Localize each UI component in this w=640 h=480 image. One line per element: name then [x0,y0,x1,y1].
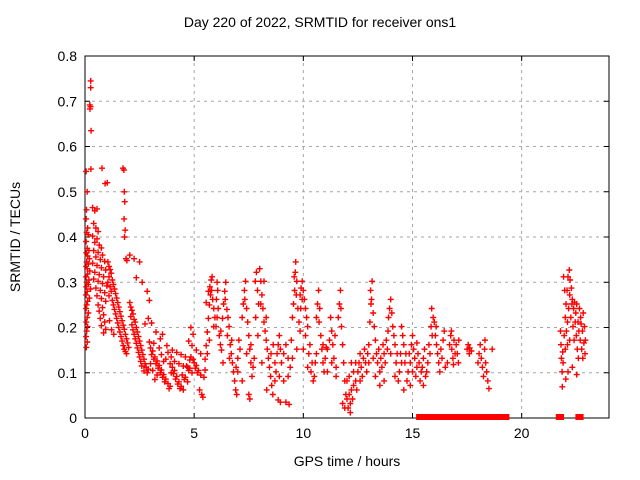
x-axis-label: GPS time / hours [294,453,401,469]
y-axis-label: SRMTID / TECUs [7,182,23,292]
zero-marker-square [577,414,584,420]
y-tick-label: 0.5 [58,184,78,200]
y-tick-label: 0.8 [58,48,78,64]
zero-marker-square [558,414,564,420]
zero-marker-square [500,414,507,420]
axes-layer: 0 5 10 15 20 0 0.1 0.2 0.3 0.4 0.5 0.6 0.7 0.8 [58,48,610,441]
zero-marker-square [435,414,442,420]
zero-marker-square [446,414,453,420]
zero-marker-square [485,414,492,420]
zero-marker-square [470,414,477,420]
zero-marker-square [418,414,425,420]
zero-marker-square [424,414,431,420]
y-tick-label: 0.7 [58,93,78,109]
zero-marker-square [478,414,485,420]
x-tick-label: 0 [81,425,89,441]
zero-marker-square [442,414,449,420]
zero-marker-square [455,414,462,420]
y-tick-label: 0.6 [58,139,78,155]
chart-title: Day 220 of 2022, SRMTID for receiver ons… [184,14,457,30]
zero-marker-square [449,414,456,420]
zero-marker-square [503,414,510,420]
x-tick-label: 5 [190,425,198,441]
y-tick-label: 0.3 [58,274,78,290]
zero-marker-square [460,414,467,420]
scatter-points-plus [83,77,589,416]
zero-marker-square [496,414,503,420]
data-points-layer [83,77,589,420]
x-tick-label: 10 [296,425,312,441]
y-tick-label: 0.4 [58,229,78,245]
y-tick-label: 0.1 [58,365,78,381]
x-tick-label: 15 [405,425,421,441]
x-tick-label: 20 [514,425,530,441]
zero-marker-square [464,414,471,420]
zero-marker-square [473,414,480,420]
zero-marker-square [489,414,496,420]
y-tick-label: 0.2 [58,320,78,336]
zero-marker-square [428,414,435,420]
zero-marker-square [467,414,474,420]
y-tick-label: 0 [69,410,77,426]
zero-marker-square [421,414,428,420]
